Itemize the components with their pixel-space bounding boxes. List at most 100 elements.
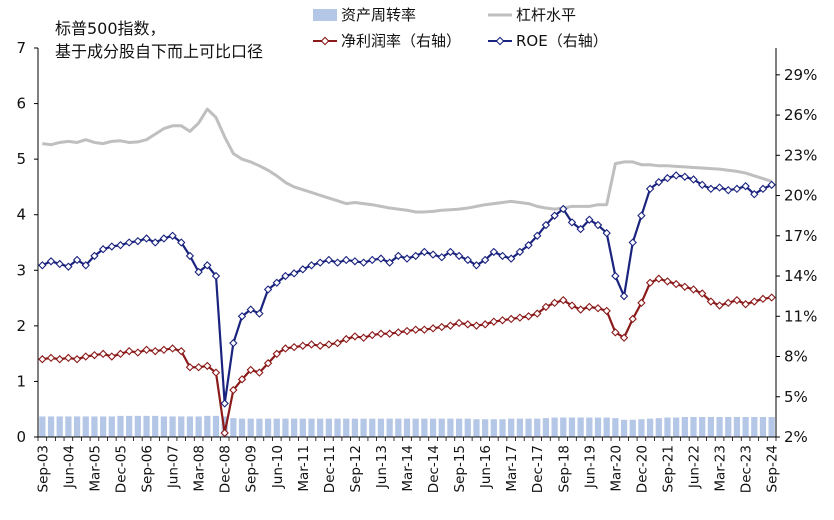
asset-turnover-bar	[551, 417, 558, 437]
asset-turnover-bar	[282, 418, 289, 437]
legend-item: 杠杆水平	[488, 6, 576, 24]
net-margin-point	[698, 289, 707, 298]
asset-turnover-bar	[568, 417, 576, 437]
net-margin-point	[350, 332, 360, 341]
legend-label: 资产周转率	[341, 6, 416, 24]
net-margin-point	[741, 300, 750, 309]
roe-point	[706, 184, 716, 194]
asset-turnover-bar	[421, 418, 428, 437]
asset-turnover-bar	[525, 418, 532, 437]
roe-point	[255, 309, 264, 318]
roe-point	[55, 259, 64, 269]
asset-turnover-bar	[308, 418, 315, 437]
roe-point	[142, 234, 151, 243]
roe-point	[324, 255, 334, 265]
roe-point	[689, 175, 698, 184]
roe-point	[194, 267, 203, 277]
asset-turnover-bar	[429, 418, 437, 437]
x-axis-tick-label: Dec-17	[530, 445, 546, 493]
chart-title-line-2: 基于成分股自下而上可比口径	[55, 42, 263, 61]
roe-point	[385, 258, 394, 267]
right-axis-tick-label: 2%	[784, 428, 808, 446]
net-margin-point	[142, 345, 151, 354]
net-margin-point	[463, 320, 472, 329]
net-margin-point	[611, 328, 620, 337]
legend-label: 杠杆水平	[516, 6, 576, 24]
x-axis-tick-label: Sep-18	[556, 445, 572, 493]
x-axis-tick-label: Jun-04	[61, 445, 77, 489]
asset-turnover-bar	[768, 416, 775, 437]
asset-turnover-bar	[386, 418, 393, 437]
net-margin-point	[385, 329, 394, 338]
net-margin-point	[90, 350, 99, 360]
net-margin-point	[715, 301, 724, 310]
roe-point	[151, 238, 160, 247]
roe-point	[628, 238, 637, 247]
x-axis-tick-label: Sep-15	[452, 445, 468, 493]
roe-point	[611, 271, 620, 281]
legend-item: 净利润率（右轴）	[313, 32, 461, 50]
net-margin-point	[72, 355, 82, 364]
roe-point	[159, 234, 169, 243]
roe-point	[38, 261, 47, 270]
asset-turnover-bar	[499, 419, 506, 437]
net-margin-point	[654, 274, 663, 283]
roe-point	[698, 180, 707, 189]
roe-point	[741, 181, 750, 191]
net-margin-point	[81, 352, 90, 361]
net-margin-point	[194, 363, 203, 372]
net-margin-point	[46, 353, 56, 363]
roe-point	[619, 291, 629, 301]
roe-point	[168, 231, 177, 240]
net-margin-point	[289, 342, 299, 352]
roe-point	[715, 183, 724, 192]
net-margin-point	[602, 306, 611, 316]
net-margin-point	[507, 314, 516, 324]
net-margin-point	[515, 313, 525, 322]
net-margin-point	[159, 345, 169, 354]
net-margin-point	[767, 293, 776, 302]
roe-point	[394, 251, 403, 261]
roe-point	[376, 254, 386, 263]
x-axis-tick-label: Sep-24	[765, 445, 781, 493]
left-axis-tick-label: 7	[16, 39, 26, 57]
net-margin-point	[359, 333, 368, 342]
roe-point	[507, 254, 516, 263]
net-margin-point	[498, 316, 507, 325]
net-margin-point	[533, 309, 542, 318]
asset-turnover-bar	[612, 418, 619, 437]
chart-title-line-1: 标普500指数，	[55, 19, 166, 38]
right-axis-tick-label: 11%	[784, 307, 817, 325]
net-margin-point	[619, 333, 629, 342]
legend-label: ROE（右轴）	[516, 32, 608, 50]
right-axis-tick-label: 17%	[784, 227, 817, 245]
roe-point	[81, 261, 90, 270]
asset-turnover-bar	[178, 416, 185, 437]
roe-point	[411, 251, 420, 261]
roe-point	[350, 257, 360, 266]
asset-turnover-bar	[681, 416, 688, 437]
asset-turnover-bar	[699, 416, 706, 437]
asset-turnover-bar	[65, 416, 72, 437]
x-axis-tick-label: Dec-08	[218, 445, 234, 493]
left-axis-tick-label: 5	[16, 150, 26, 168]
roe-point	[420, 247, 429, 257]
x-axis-tick-label: Sep-12	[348, 445, 364, 493]
net-margin-point	[671, 279, 681, 289]
x-axis-tick-label: Sep-21	[660, 445, 676, 493]
roe-point	[333, 258, 342, 267]
net-margin-point	[368, 330, 377, 340]
roe-point	[72, 255, 82, 265]
net-margin-point	[211, 368, 221, 377]
x-axis-tick-label: Mar-05	[87, 445, 103, 492]
net-margin-point	[437, 322, 446, 332]
roe-point	[289, 269, 299, 278]
net-margin-point	[541, 302, 551, 312]
x-axis-tick-label: Jun-19	[582, 445, 598, 489]
x-axis-tick-label: Jun-16	[478, 445, 494, 489]
net-margin-point	[298, 341, 307, 350]
roe-point	[480, 255, 490, 265]
roe-point	[654, 177, 663, 187]
net-margin-point	[428, 324, 438, 333]
